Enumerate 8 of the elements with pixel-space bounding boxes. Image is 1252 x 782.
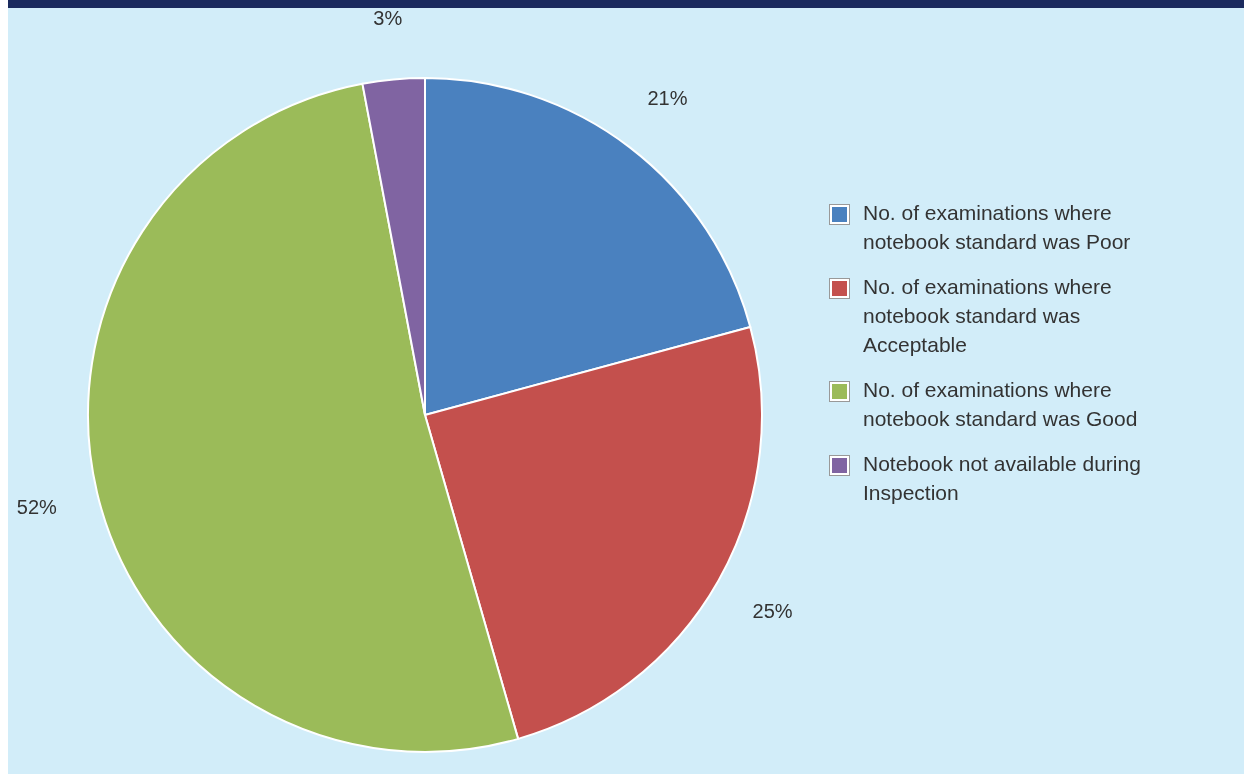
data-label: 3% <box>373 6 403 29</box>
legend-label: No. of examinations where notebook standard was Acceptable <box>863 274 1113 358</box>
data-label: 21% <box>647 87 688 110</box>
data-label: 52% <box>16 496 58 519</box>
legend-label: No. of examinations where notebook standard was Good <box>863 377 1139 432</box>
data-label: 25% <box>752 599 793 622</box>
legend-label: No. of examinations where notebook standard was Poor <box>863 200 1132 255</box>
legend-label: Notebook not available during Inspection <box>863 451 1142 506</box>
